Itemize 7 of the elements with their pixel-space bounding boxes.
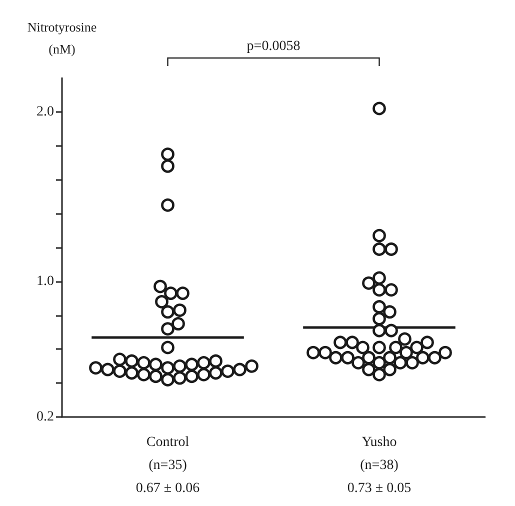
x-tick-label: Control (n=35) 0.67 ± 0.06 [136,435,200,496]
x-tick-label: Yusho (n=38) 0.73 ± 0.05 [347,435,412,496]
y-tick-label: 2.0 [36,104,54,120]
y-tick-label: 1.0 [36,274,54,289]
text: p=0.0058 [246,39,300,54]
y-tick-label: 0.2 [36,410,54,424]
y-axis-title: Nitrotyrosine (nM) [27,20,97,56]
